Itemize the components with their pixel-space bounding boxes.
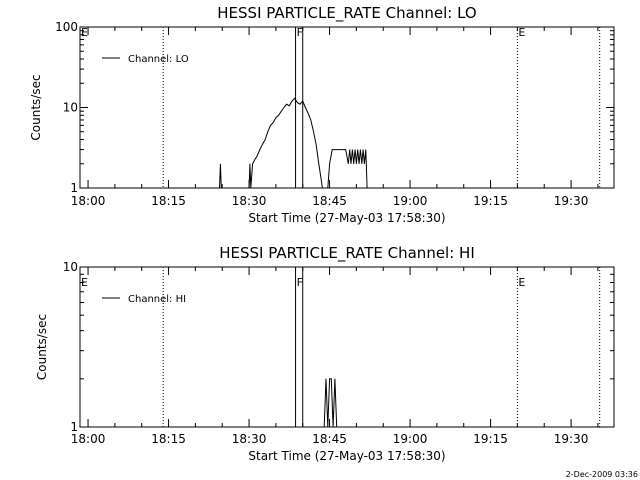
chart-title: HESSI PARTICLE_RATE Channel: LO	[217, 4, 476, 23]
x-tick-label: 18:00	[71, 432, 106, 446]
y-axis-label: Counts/sec	[29, 74, 43, 140]
legend-label: Channel: HI	[128, 294, 186, 305]
event-marker-label: E	[81, 26, 88, 39]
x-tick-label: 18:15	[151, 194, 186, 208]
event-marker-label: F	[297, 26, 303, 39]
series-line	[219, 163, 222, 189]
x-tick-label: 19:00	[393, 432, 428, 446]
event-marker-label: E	[81, 276, 88, 289]
chart-title: HESSI PARTICLE_RATE Channel: HI	[219, 244, 475, 263]
x-tick-label: 19:30	[554, 194, 589, 208]
y-tick-label: 1	[70, 420, 78, 434]
x-axis-label: Start Time (27-May-03 17:58:30)	[248, 449, 445, 463]
x-axis-label: Start Time (27-May-03 17:58:30)	[248, 211, 445, 225]
y-tick-label: 1	[70, 181, 78, 195]
chart-lo: HESSI PARTICLE_RATE Channel: LO 18:00 18:1…	[29, 4, 615, 225]
x-tick-label: 18:00	[71, 194, 106, 208]
x-tick-label: 18:45	[312, 432, 347, 446]
x-tick-label: 19:00	[393, 194, 428, 208]
x-tick-label: 19:15	[473, 194, 508, 208]
timestamp: 2-Dec-2009 03:36	[566, 470, 638, 479]
legend-label: Channel: LO	[128, 54, 189, 65]
event-marker-label: E	[518, 26, 525, 39]
y-tick-label: 10	[63, 260, 78, 274]
x-tick-label: 19:15	[473, 432, 508, 446]
plot-frame	[79, 26, 615, 189]
y-tick-label: 100	[55, 20, 78, 34]
x-tick-label: 18:45	[312, 194, 347, 208]
series-line	[323, 378, 338, 428]
x-tick-label: 19:30	[554, 432, 589, 446]
series-line	[248, 97, 323, 189]
y-axis-label: Counts/sec	[35, 314, 49, 380]
x-tick-label: 18:30	[232, 432, 267, 446]
x-tick-label: 18:30	[232, 194, 267, 208]
plot-frame	[79, 266, 615, 428]
x-tick-label: 18:15	[151, 432, 186, 446]
event-marker-label: F	[297, 276, 303, 289]
series-line	[327, 149, 368, 189]
chart-hi: HESSI PARTICLE_RATE Channel: HI 18:00 18:1…	[35, 244, 615, 463]
event-marker-label: E	[518, 276, 525, 289]
y-tick-label: 10	[63, 101, 78, 115]
